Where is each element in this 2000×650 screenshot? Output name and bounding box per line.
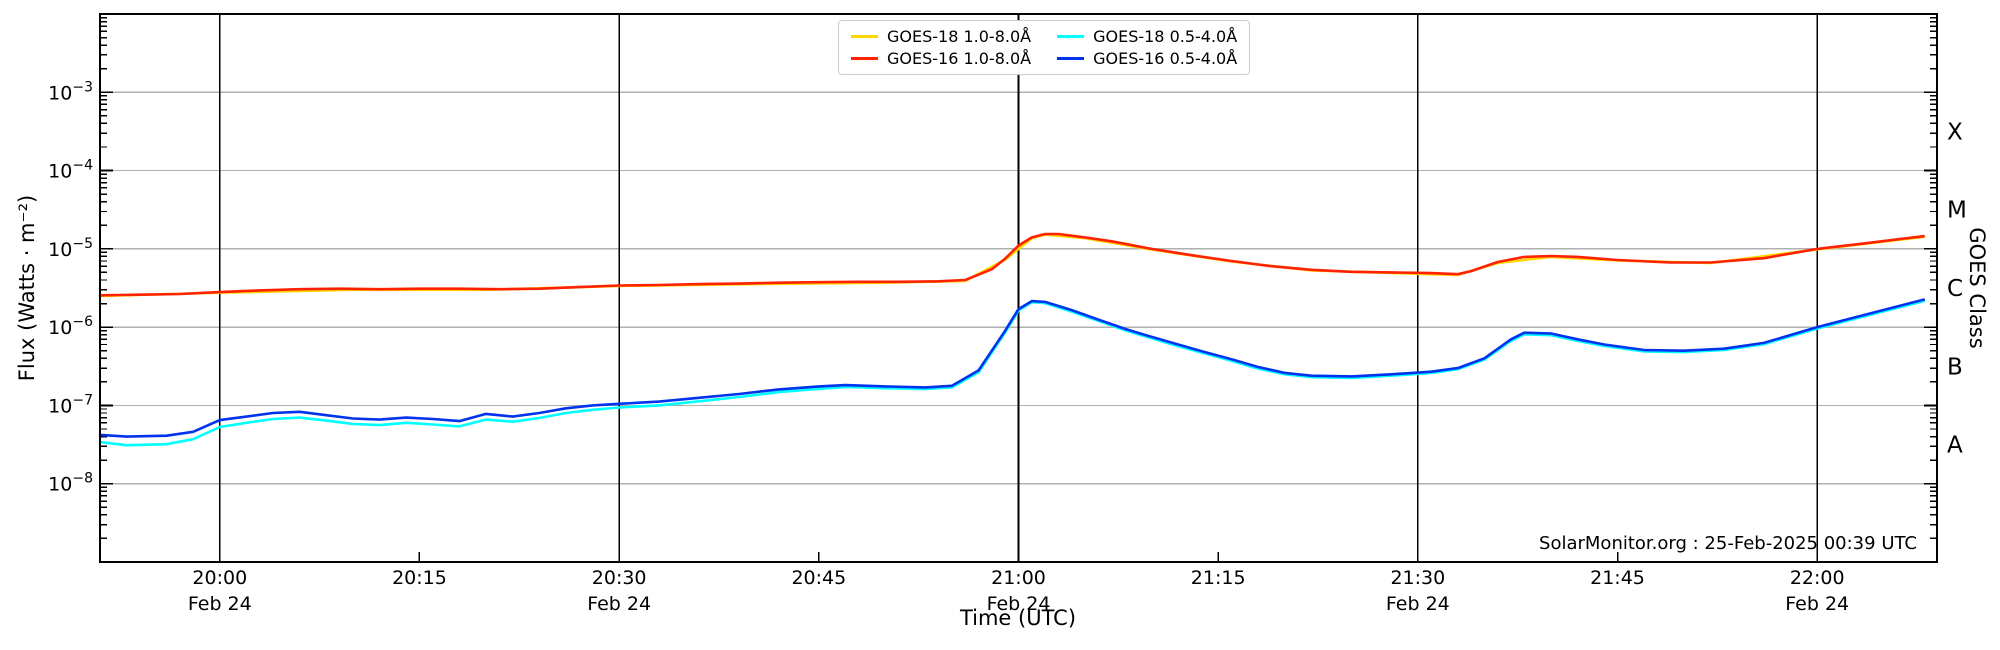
x-tick-time-label: 20:45 [791,567,846,589]
x-tick-labels: 20:00 Feb 24 20:15 20:30 Feb 24 20:45 21:00 Feb… [188,567,1849,615]
series-lines [98,232,1925,447]
goes-class-letter: M [1947,198,1967,224]
y-tick-label: 10−8 [48,471,93,496]
legend-item: GOES-16 1.0-8.0Å [851,49,1031,68]
x-tick-time-label: 21:30 [1390,567,1445,589]
legend-item-label: GOES-18 1.0-8.0Å [887,27,1032,46]
right-axis-title: GOES Class [1965,227,1989,349]
x-tick-time-label: 20:00 [192,567,247,589]
x-tick-time-label: 20:15 [392,567,447,589]
y-axis-title: Flux (Watts · m⁻²) [15,194,39,382]
x-tick-date-label: Feb 24 [1386,593,1450,615]
y-tick-label: 10−4 [48,158,93,183]
goes-class-letter: C [1947,276,1963,302]
legend-line-swatch [1057,57,1085,60]
legend-item-label: GOES-16 0.5-4.0Å [1093,49,1238,68]
vertical-gridlines [219,14,1818,562]
series-line [98,298,1925,438]
legend-line-swatch [851,57,878,60]
y-tick-label: 10−5 [48,236,93,261]
y-tick-labels: 10−3 10−4 10−5 10−6 10−7 10−8 [48,79,93,495]
x-tick-date-label: Feb 24 [587,593,651,615]
plot-border [99,13,1938,563]
legend-line-swatch [851,35,878,38]
y-tick-label: 10−7 [48,392,93,417]
x-tick-time-label: 21:15 [1191,567,1246,589]
goes-class-labels: A B C M X [1947,119,1967,458]
x-tick-date-label: Feb 24 [188,593,252,615]
axis-ticks [100,16,1937,562]
x-tick-time-label: 20:30 [592,567,647,589]
x-tick-date-label: Feb 24 [987,593,1051,615]
x-tick-time-label: 21:45 [1590,567,1645,589]
y-tick-label: 10−6 [48,314,93,339]
watermark-text: SolarMonitor.org : 25-Feb-2025 00:39 UTC [1539,533,1917,554]
series-line [98,232,1925,297]
legend-item-label: GOES-18 0.5-4.0Å [1093,27,1238,46]
x-tick-time-label: 22:00 [1790,567,1845,589]
goes-class-letter: A [1947,433,1963,459]
legend: GOES-18 1.0-8.0Å GOES-18 0.5-4.0Å GOES-16 … [838,20,1251,75]
x-axis-title: Time (UTC) [959,606,1077,630]
legend-line-swatch [1057,35,1085,38]
legend-item: GOES-18 0.5-4.0Å [1057,27,1237,46]
series-line [98,233,1925,298]
y-tick-label: 10−3 [48,79,93,104]
goes-class-letter: B [1947,354,1963,380]
goes-class-letter: X [1947,119,1963,145]
legend-item-label: GOES-16 1.0-8.0Å [887,49,1032,68]
series-line [98,299,1925,447]
x-tick-time-label: 21:00 [991,567,1046,589]
x-tick-date-label: Feb 24 [1785,593,1849,615]
legend-item: GOES-18 1.0-8.0Å [851,27,1031,46]
legend-item: GOES-16 0.5-4.0Å [1057,49,1237,68]
